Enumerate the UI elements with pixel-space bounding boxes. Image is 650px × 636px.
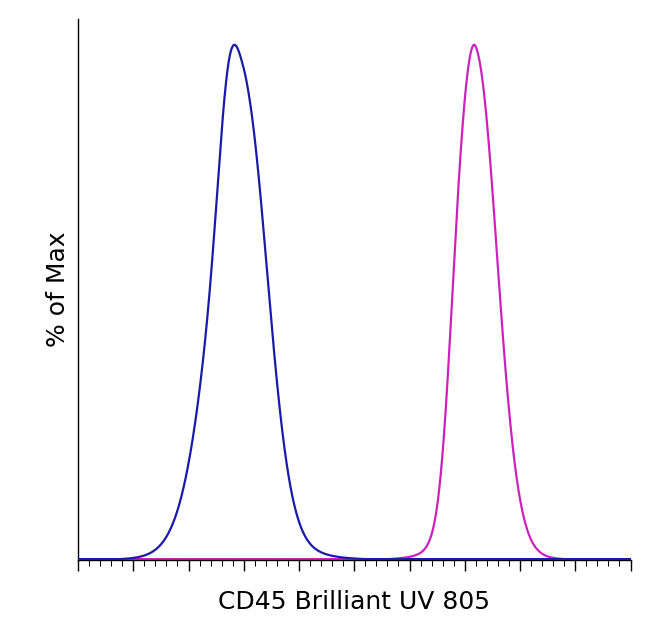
- Y-axis label: % of Max: % of Max: [46, 232, 70, 347]
- X-axis label: CD45 Brilliant UV 805: CD45 Brilliant UV 805: [218, 590, 490, 614]
